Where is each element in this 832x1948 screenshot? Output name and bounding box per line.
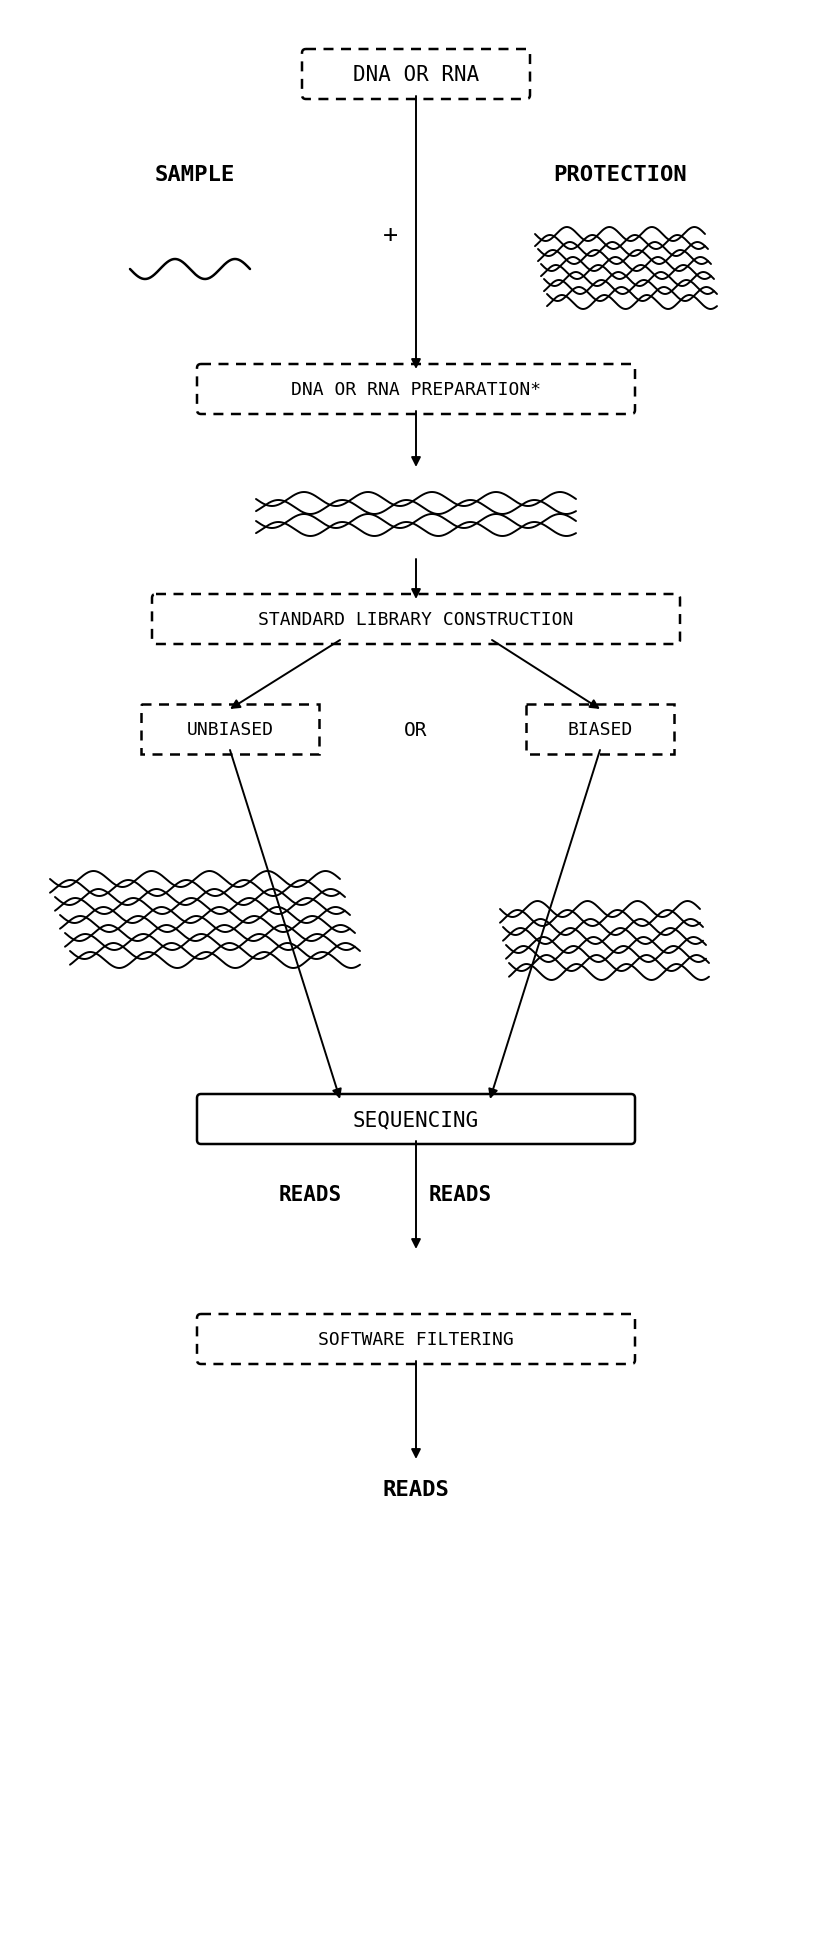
FancyBboxPatch shape <box>141 705 319 754</box>
Text: DNA OR RNA: DNA OR RNA <box>353 64 479 86</box>
Text: +: + <box>383 222 398 247</box>
FancyBboxPatch shape <box>302 51 530 99</box>
Text: READS: READS <box>428 1184 492 1204</box>
Text: SAMPLE: SAMPLE <box>155 166 235 185</box>
FancyBboxPatch shape <box>197 364 635 415</box>
Text: PROTECTION: PROTECTION <box>553 166 687 185</box>
FancyBboxPatch shape <box>197 1315 635 1364</box>
Text: OR: OR <box>404 721 428 738</box>
FancyBboxPatch shape <box>197 1095 635 1143</box>
Text: READS: READS <box>279 1184 342 1204</box>
Text: STANDARD LIBRARY CONSTRUCTION: STANDARD LIBRARY CONSTRUCTION <box>258 610 574 629</box>
FancyBboxPatch shape <box>152 594 680 645</box>
Text: UNBIASED: UNBIASED <box>186 721 274 738</box>
Text: SOFTWARE FILTERING: SOFTWARE FILTERING <box>318 1330 514 1348</box>
FancyBboxPatch shape <box>526 705 674 754</box>
Text: BIASED: BIASED <box>567 721 632 738</box>
Text: SEQUENCING: SEQUENCING <box>353 1110 479 1130</box>
Text: READS: READS <box>383 1479 449 1500</box>
Text: DNA OR RNA PREPARATION*: DNA OR RNA PREPARATION* <box>291 380 541 399</box>
